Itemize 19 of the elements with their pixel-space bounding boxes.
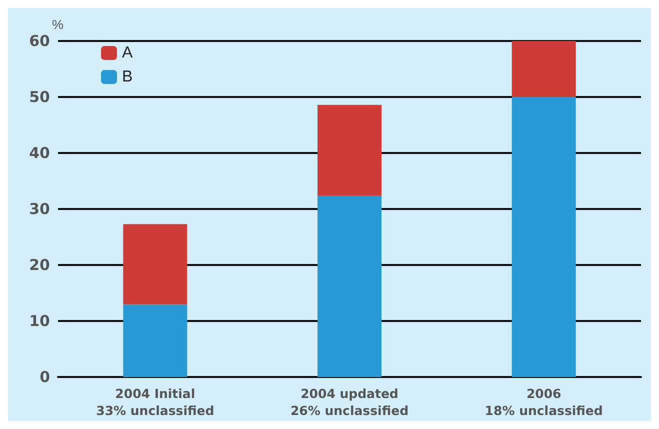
- legend-label: A: [122, 44, 133, 62]
- x-tick-label: 2004 Initial 33% unclassified: [96, 386, 214, 418]
- y-tick-label: 10: [29, 312, 50, 330]
- bar: [512, 41, 576, 97]
- y-tick-label: 40: [29, 144, 50, 162]
- y-tick-label: 30: [29, 200, 50, 218]
- x-tick-label: 2006 18% unclassified: [484, 386, 603, 418]
- y-tick-label: 50: [29, 88, 50, 106]
- legend-label: B: [122, 68, 133, 86]
- y-axis-title: %: [52, 17, 64, 32]
- bar: [123, 224, 188, 304]
- bar: [318, 196, 382, 377]
- bar: [318, 104, 382, 196]
- y-tick-label: 20: [29, 256, 50, 274]
- y-tick-label: 60: [29, 32, 50, 50]
- bar: [123, 304, 188, 377]
- x-tick-label: 2004 updated 26% unclassified: [290, 386, 409, 418]
- y-tick-label: 0: [40, 368, 50, 386]
- bar: [512, 97, 576, 377]
